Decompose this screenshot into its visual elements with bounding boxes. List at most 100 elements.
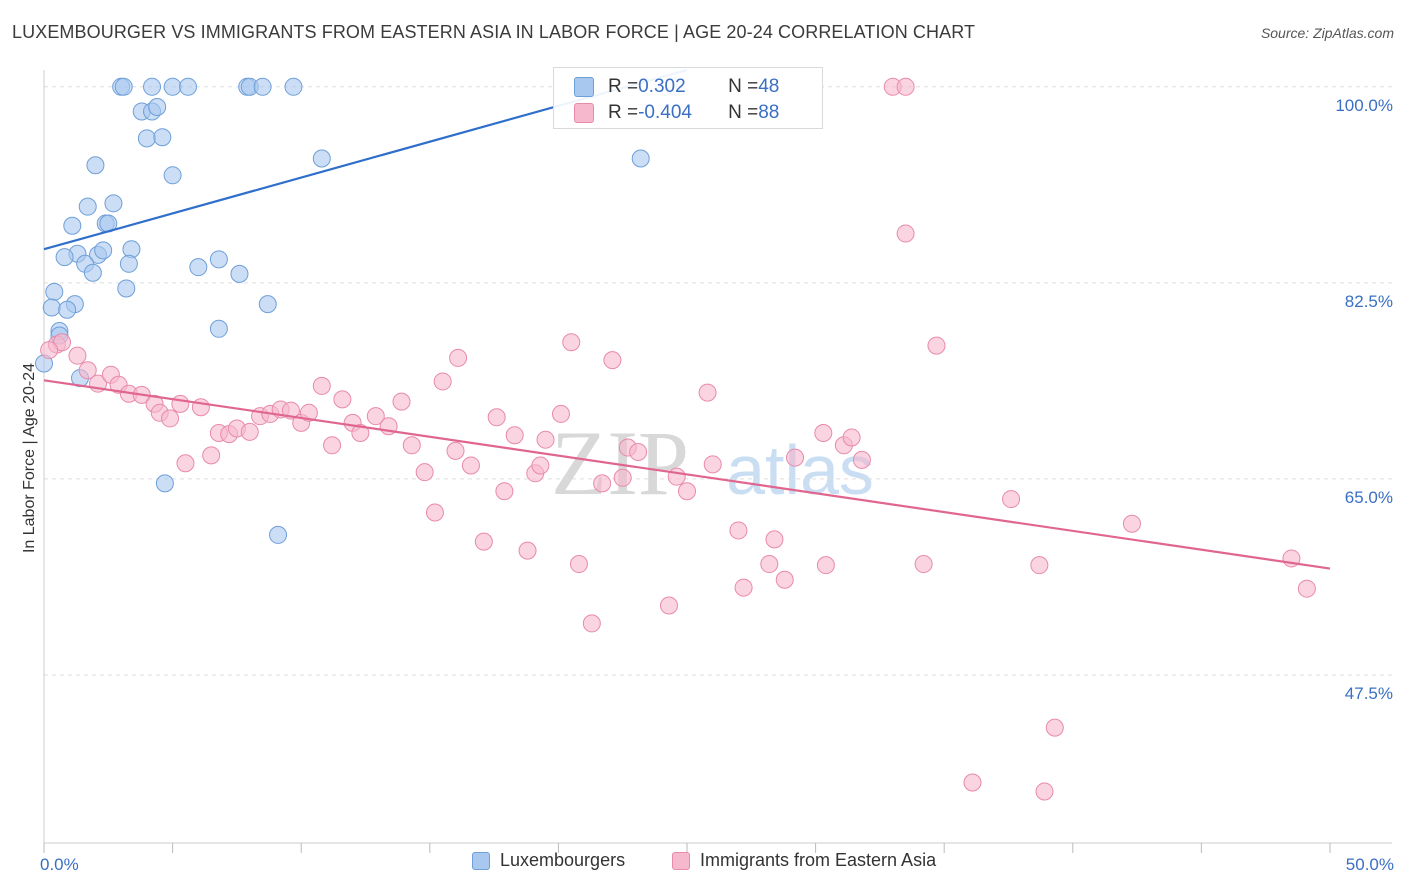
eastern-asia-point [425, 503, 444, 522]
y-tick-label: 65.0% [1345, 488, 1393, 507]
eastern-asia-point [852, 450, 871, 469]
source-credit: Source: ZipAtlas.com [1260, 25, 1394, 41]
eastern-asia-point [518, 541, 537, 560]
eastern-asia-point [698, 383, 717, 402]
eastern-asia-point [68, 346, 87, 365]
luxembourger-point [155, 474, 174, 493]
legend-swatch-pink [672, 851, 690, 870]
n-value: 48 [758, 76, 780, 97]
eastern-asia-point [896, 77, 915, 96]
eastern-asia-point [963, 773, 982, 792]
luxembourger-point [104, 194, 123, 213]
luxembourger-point [137, 129, 156, 148]
eastern-asia-point [171, 394, 190, 413]
eastern-asia-point [1002, 490, 1021, 509]
eastern-asia-point [202, 446, 221, 465]
axes [43, 70, 1392, 853]
luxembourger-point [153, 128, 172, 147]
eastern-asia-point [914, 555, 933, 574]
chart-title: LUXEMBOURGER VS IMMIGRANTS FROM EASTERN … [12, 22, 976, 42]
eastern-asia-point [765, 530, 784, 549]
luxembourger-point [78, 197, 97, 216]
eastern-asia-trend-line [43, 379, 1331, 570]
pink-swatch [574, 103, 594, 123]
eastern-asia-point [1045, 718, 1064, 737]
eastern-asia-point [299, 403, 318, 422]
luxembourger-point [253, 77, 272, 96]
luxembourger-point [209, 319, 228, 338]
eastern-asia-point [775, 570, 794, 589]
luxembourger-point [63, 216, 82, 235]
r-label: R = [608, 102, 639, 123]
eastern-asia-point [896, 224, 915, 243]
eastern-asia-point [703, 455, 722, 474]
eastern-asia-point [729, 521, 748, 540]
luxembourger-point [143, 77, 162, 96]
eastern-asia-point [927, 336, 946, 355]
r-label: R = [608, 76, 639, 97]
y-tick-label: 47.5% [1345, 684, 1393, 703]
eastern-asia-point [78, 361, 97, 380]
luxembourger-point [230, 264, 249, 283]
eastern-asia-point [495, 482, 514, 501]
watermark-zip: ZIP [551, 412, 689, 514]
legend-label: Luxembourgers [500, 850, 626, 870]
luxembourger-point [258, 295, 277, 314]
eastern-asia-point [603, 351, 622, 370]
eastern-asia-point [582, 614, 601, 633]
n-label: N = [728, 76, 759, 97]
eastern-asia-point [814, 423, 833, 442]
eastern-asia-point [659, 596, 678, 615]
tick-labels: 100.0% 82.5% 65.0% 47.5% 0.0% 50.0% [40, 96, 1394, 874]
n-label: N = [728, 102, 759, 123]
legend-item-eastern-asia[interactable]: Immigrants from Eastern Asia [672, 850, 936, 871]
eastern-asia-point [536, 430, 555, 449]
eastern-asia-point [562, 333, 581, 352]
gridlines [44, 86, 1392, 676]
eastern-asia-point [323, 436, 342, 455]
luxembourger-point [269, 525, 288, 544]
y-axis-label: In Labor Force | Age 20-24 [21, 363, 38, 553]
eastern-asia-point [760, 555, 779, 574]
luxembourger-point [312, 149, 331, 168]
luxembourger-point [83, 263, 102, 282]
r-value: 0.302 [638, 76, 686, 97]
n-value: 88 [758, 102, 780, 123]
eastern-asia-point [678, 482, 696, 501]
blue-swatch [574, 77, 594, 97]
eastern-asia-point [629, 443, 648, 462]
luxembourger-point [209, 250, 228, 269]
r-value: -0.404 [638, 102, 692, 123]
luxembourger-point [45, 282, 64, 301]
luxembourger-point [163, 166, 182, 185]
eastern-asia-point [351, 423, 370, 442]
eastern-asia-point [531, 456, 550, 475]
luxembourger-point [58, 300, 77, 319]
luxembourger-point [163, 77, 182, 96]
chart-legend: Luxembourgers Immigrants from Eastern As… [0, 850, 1406, 878]
luxembourger-point [114, 77, 133, 96]
eastern-asia-point [667, 467, 686, 486]
eastern-asia-point [551, 404, 570, 423]
x-tick-label: 50.0% [1346, 855, 1394, 874]
luxembourger-point [86, 156, 105, 175]
eastern-asia-point [786, 448, 805, 467]
eastern-asia-point [569, 555, 588, 574]
eastern-asia-point [392, 392, 411, 411]
eastern-asia-point [613, 468, 632, 487]
luxembourger-point [284, 77, 303, 96]
eastern-asia-point [333, 390, 352, 409]
eastern-asia-point [402, 436, 421, 455]
eastern-asia-point [191, 398, 210, 417]
legend-item-luxembourgers[interactable]: Luxembourgers [472, 850, 625, 871]
legend-label: Immigrants from Eastern Asia [700, 850, 937, 870]
luxembourger-point [189, 258, 208, 277]
eastern-asia-point [415, 463, 434, 482]
eastern-asia-point [1122, 514, 1141, 533]
eastern-asia-point [593, 474, 612, 493]
eastern-asia-point [1035, 782, 1054, 801]
eastern-asia-point [161, 409, 180, 428]
eastern-asia-point [40, 341, 59, 360]
correlation-box: R = 0.302 N = 48 R = -0.404 N = 88 [553, 67, 823, 129]
eastern-asia-point [449, 348, 468, 367]
